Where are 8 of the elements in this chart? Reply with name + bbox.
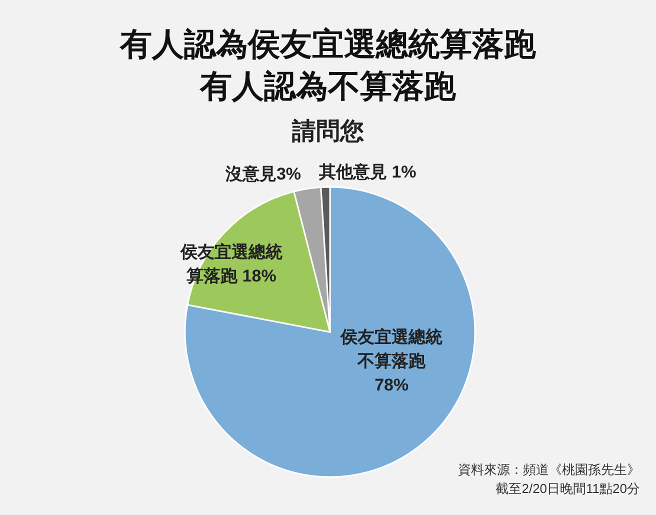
slice-label: 其他意見 1% — [318, 162, 416, 182]
data-label: 78% — [374, 375, 409, 394]
chart-title: 有人認為侯友宜選總統算落跑有人認為不算落跑 — [119, 26, 537, 104]
slice-label: 侯友宜選總統不算落跑 — [340, 327, 443, 370]
text: 截至2/20日晚間11點20分 — [496, 481, 640, 496]
slice-label: 沒意見3% — [224, 164, 302, 184]
source-note: 資料來源：頻道《桃園孫先生》 — [458, 462, 640, 477]
chart-subtitle: 請問您 — [291, 118, 364, 145]
